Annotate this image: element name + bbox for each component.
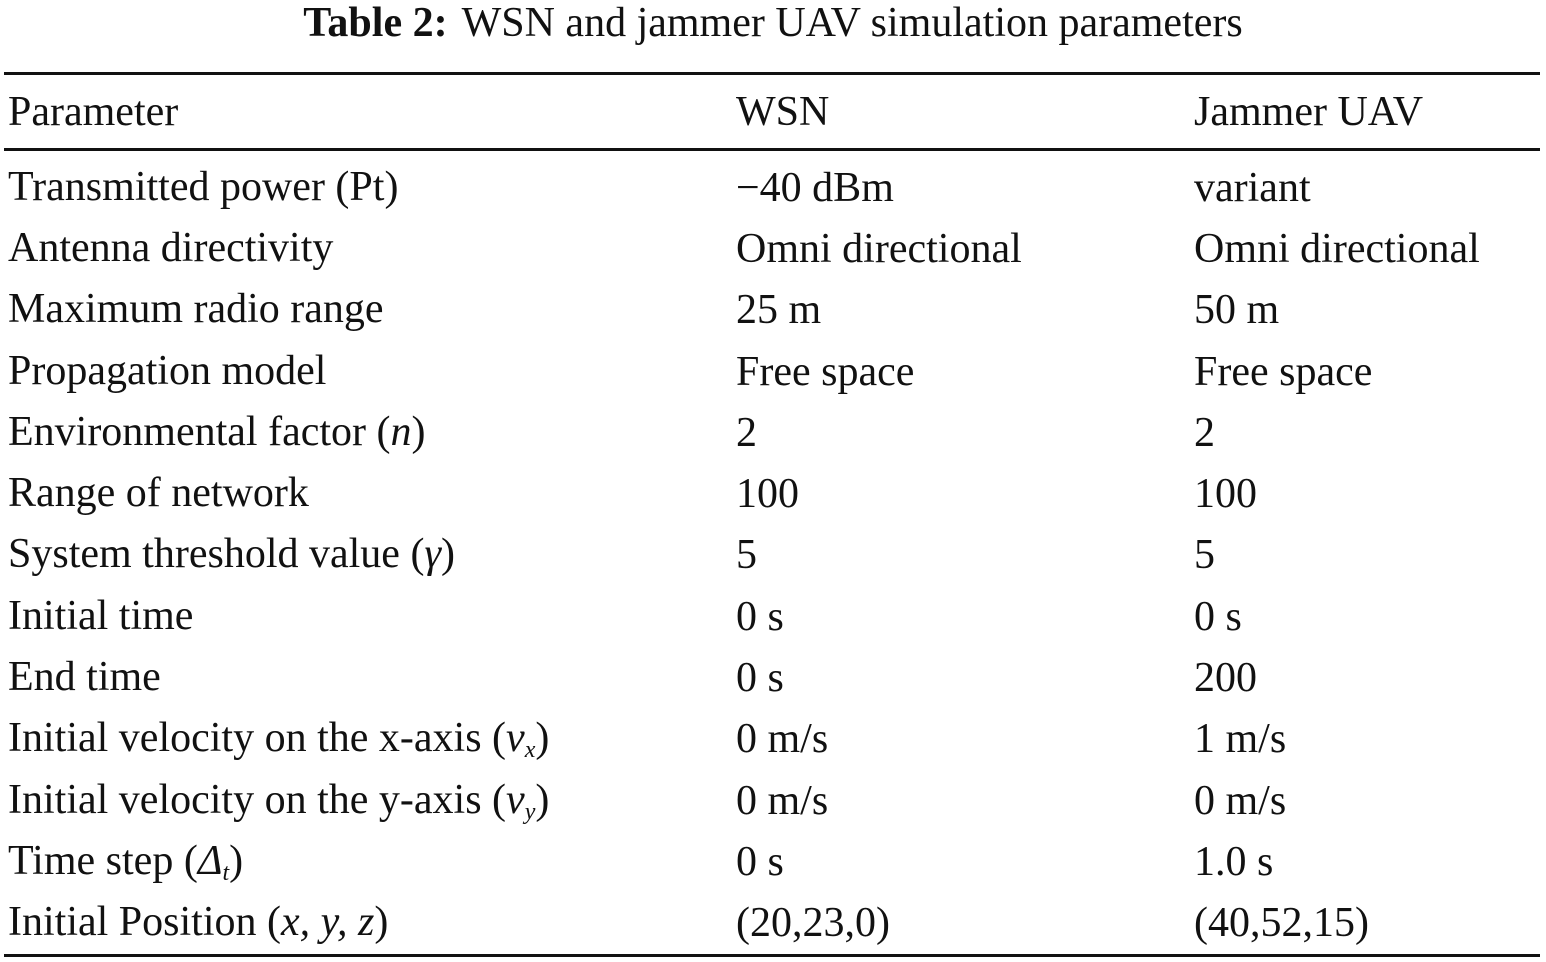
parameter-close-paren: ): [411, 408, 426, 455]
cell-jammer-uav: 0 m/s: [1194, 777, 1287, 824]
parameter-close-paren: ): [441, 531, 455, 578]
cell-wsn: 100: [736, 471, 799, 518]
cell-parameter: Transmitted power (Pt): [4, 150, 732, 219]
cell-jammer-uav: 1.0 s: [1194, 838, 1274, 885]
parameter-label: Antenna directivity: [8, 224, 334, 271]
cell-jammer-uav: Free space: [1194, 348, 1373, 395]
cell-parameter: Time step (Δt): [4, 831, 732, 892]
cell-jammer-uav: 1 m/s: [1194, 716, 1287, 763]
table-row: Initial velocity on the x-axis (vx) 0 m/s…: [4, 709, 1540, 770]
cell-parameter: Initial time: [4, 586, 732, 647]
table-header: Parameter WSN Jammer UAV: [4, 73, 1540, 150]
header-row: Parameter WSN Jammer UAV: [4, 73, 1540, 150]
cell-wsn: (20,23,0): [736, 900, 890, 947]
cell-parameter: Environmental factor (n): [4, 402, 732, 463]
cell-jammer-uav: 2: [1194, 409, 1215, 456]
cell-parameter: Initial velocity on the x-axis (vx): [4, 709, 732, 770]
cell-parameter: System threshold value (γ): [4, 525, 732, 586]
header-jammer-uav: Jammer UAV: [1194, 88, 1424, 135]
parameter-label: Initial Position (: [8, 899, 281, 946]
cell-parameter: Range of network: [4, 463, 732, 524]
parameter-symbol: γ: [424, 531, 441, 578]
cell-jammer-uav: 0 s: [1194, 593, 1242, 640]
table-row: Maximum radio range 25 m 50 m: [4, 280, 1540, 341]
parameter-label: Initial velocity on the x-axis (: [8, 715, 507, 762]
parameter-symbol: x, y, z: [281, 899, 375, 946]
header-parameter: Parameter: [8, 88, 179, 135]
parameter-label: Range of network: [8, 470, 309, 517]
parameter-symbol: Δ: [197, 837, 223, 884]
parameter-close-paren: ): [535, 715, 550, 762]
parameter-close-paren: ): [535, 776, 550, 823]
parameter-label: System threshold value (: [8, 531, 425, 578]
cell-parameter: Initial velocity on the y-axis (vy): [4, 770, 732, 831]
caption-label: Table 2:: [303, 0, 448, 46]
parameter-label: Time step (: [8, 837, 198, 884]
cell-parameter: Maximum radio range: [4, 280, 732, 341]
parameter-label: Transmitted power (Pt): [8, 163, 399, 210]
parameter-symbol: v: [506, 715, 525, 762]
parameters-table: Parameter WSN Jammer UAV Transmitted pow…: [4, 72, 1540, 957]
cell-wsn: Free space: [736, 348, 915, 395]
parameter-label: Maximum radio range: [8, 286, 384, 333]
table-row: Range of network 100 100: [4, 463, 1540, 524]
table-caption: Table 2: WSN and jammer UAV simulation pa…: [0, 0, 1546, 48]
cell-parameter: Propagation model: [4, 341, 732, 402]
cell-jammer-uav: variant: [1194, 164, 1311, 211]
cell-wsn: Omni directional: [736, 225, 1022, 272]
cell-jammer-uav: 5: [1194, 532, 1215, 579]
parameter-close-paren: ): [229, 837, 244, 884]
cell-wsn: 0 m/s: [736, 716, 829, 763]
table-row: Antenna directivity Omni directional Omni …: [4, 218, 1540, 279]
cell-wsn: 0 s: [736, 593, 784, 640]
parameter-symbol: v: [506, 776, 525, 823]
table-row: System threshold value (γ) 5 5: [4, 525, 1540, 586]
cell-wsn: 0 s: [736, 838, 784, 885]
table-row: Initial velocity on the y-axis (vy) 0 m/s…: [4, 770, 1540, 831]
parameter-label: Propagation model: [8, 347, 327, 394]
table-row: Environmental factor (n) 2 2: [4, 402, 1540, 463]
cell-parameter: Antenna directivity: [4, 218, 732, 279]
parameter-label: Initial time: [8, 592, 194, 639]
cell-wsn: 2: [736, 409, 757, 456]
table-row: Initial time 0 s 0 s: [4, 586, 1540, 647]
cell-wsn: 5: [736, 532, 757, 579]
cell-parameter: End time: [4, 647, 732, 708]
parameter-label: Initial velocity on the y-axis (: [8, 776, 507, 823]
cell-wsn: 25 m: [736, 287, 822, 334]
table-row: Propagation model Free space Free space: [4, 341, 1540, 402]
parameter-symbol: n: [390, 408, 412, 455]
cell-wsn: 0 m/s: [736, 777, 829, 824]
cell-jammer-uav: 100: [1194, 471, 1257, 518]
caption-text: WSN and jammer UAV simulation parameters: [461, 0, 1243, 46]
cell-parameter: Initial Position (x, y, z): [4, 893, 732, 956]
parameter-close-paren: ): [374, 899, 389, 946]
cell-wsn: 0 s: [736, 655, 784, 702]
cell-jammer-uav: 200: [1194, 655, 1257, 702]
parameter-subscript: x: [524, 737, 536, 764]
table-body: Transmitted power (Pt) −40 dBm variant Ante…: [4, 150, 1540, 956]
cell-jammer-uav: Omni directional: [1194, 225, 1480, 272]
parameter-label: Environmental factor (: [8, 408, 391, 455]
parameter-subscript: y: [524, 798, 536, 825]
parameter-label: End time: [8, 654, 161, 701]
header-wsn: WSN: [736, 88, 830, 135]
table-row: End time 0 s 200: [4, 647, 1540, 708]
cell-wsn: −40 dBm: [736, 164, 894, 211]
parameter-subscript: t: [222, 859, 230, 886]
cell-jammer-uav: (40,52,15): [1194, 900, 1369, 947]
table-row: Time step (Δt) 0 s 1.0 s: [4, 831, 1540, 892]
table-row: Transmitted power (Pt) −40 dBm variant: [4, 150, 1540, 219]
table-row: Initial Position (x, y, z) (20,23,0) (40,5…: [4, 893, 1540, 956]
cell-jammer-uav: 50 m: [1194, 287, 1280, 334]
